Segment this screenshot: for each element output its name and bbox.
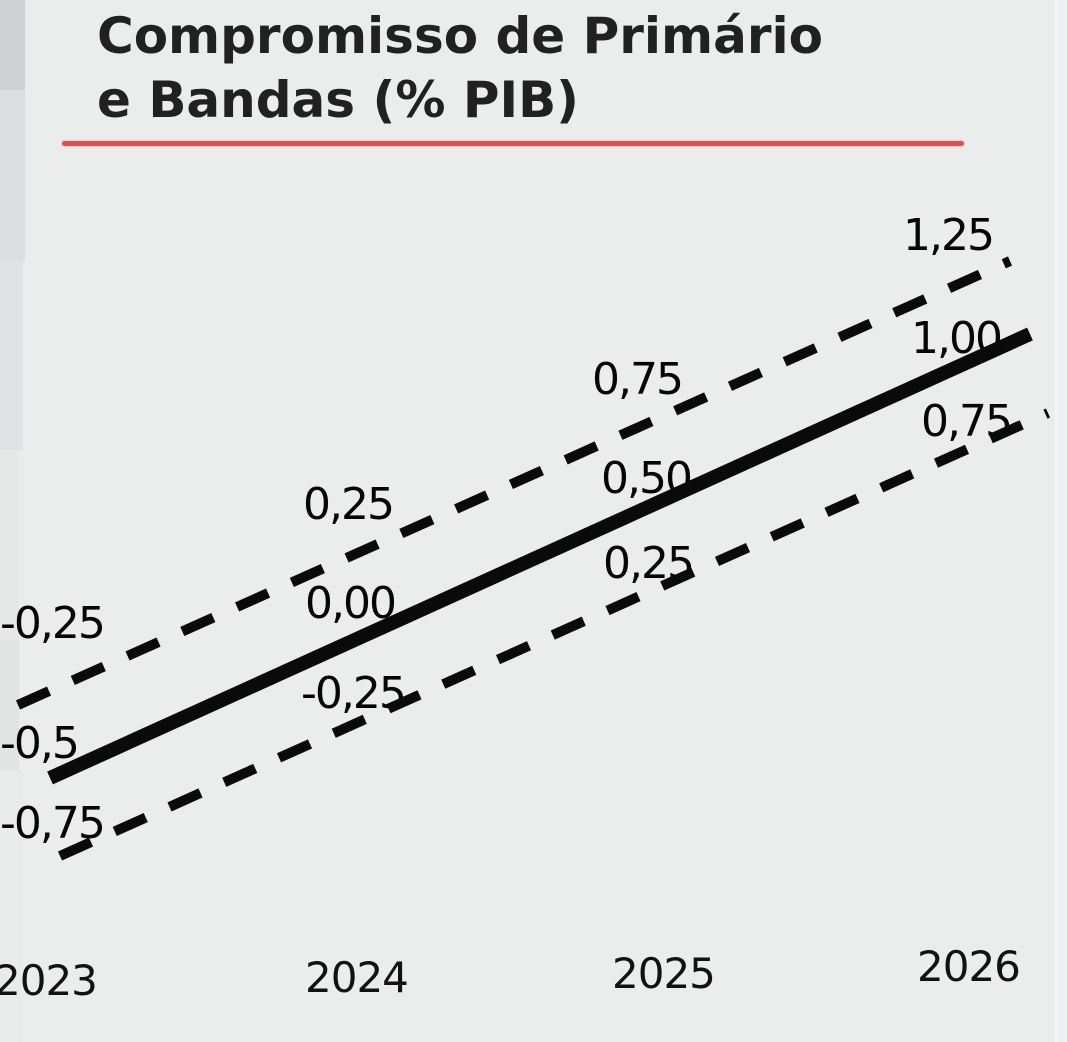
x-axis-label-2026: 2026: [917, 942, 1021, 991]
data-label-compromisso-primario-2023: -0,5: [0, 718, 80, 769]
x-axis-label-2024: 2024: [305, 953, 409, 1002]
chart-title: Compromisso de Primário e Bandas (% PIB): [97, 4, 823, 132]
slide-edge-strip: [0, 450, 19, 640]
slide-edge-strip: [0, 640, 19, 770]
slide-edge-strip: [0, 90, 25, 260]
series-line-banda-superior: [15, 256, 1013, 710]
title-underline-rule: [62, 141, 964, 146]
slide-right-edge-strip: [1055, 0, 1067, 1042]
chart-title-line1: Compromisso de Primário: [97, 7, 824, 65]
x-axis-label-2025: 2025: [612, 949, 716, 998]
data-label-compromisso-primario-2024: 0,00: [305, 578, 397, 629]
slide-edge-strip: [0, 260, 23, 450]
series-line-banda-inferior: [57, 408, 1051, 861]
slide-edge-strip: [0, 0, 25, 90]
x-axis-label-2023: 2023: [0, 956, 98, 1005]
data-label-banda-superior-2026: 1,25: [903, 210, 995, 261]
data-label-banda-superior-2023: -0,25: [0, 598, 106, 649]
chart-title-line2: e Bandas (% PIB): [97, 71, 580, 129]
slide-edge-strip: [0, 770, 22, 1042]
data-label-banda-superior-2025: 0,75: [592, 354, 684, 405]
series-line-compromisso-primario: [47, 327, 1033, 785]
data-label-banda-superior-2024: 0,25: [303, 479, 395, 530]
